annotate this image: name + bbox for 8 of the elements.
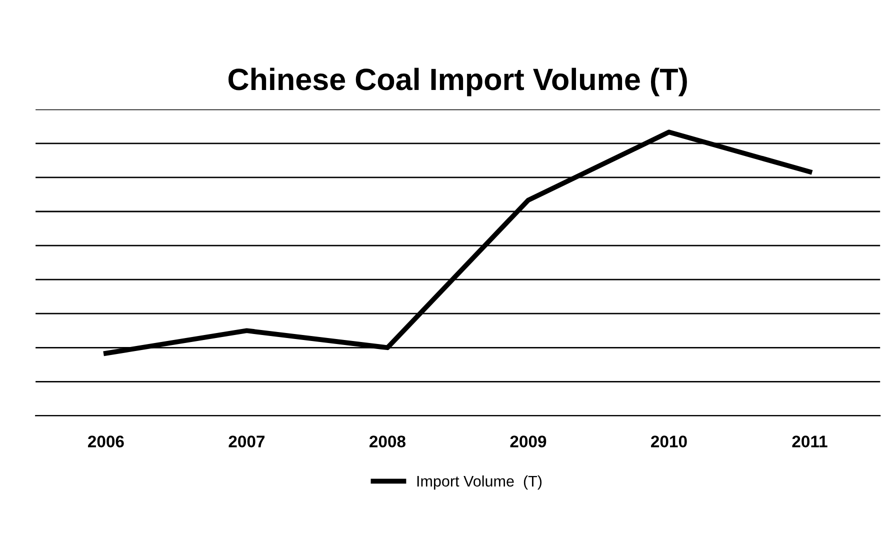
x-tick-label: 2009 bbox=[510, 436, 546, 448]
x-tick-label: 2011 bbox=[792, 436, 828, 448]
x-tick-label: 2008 bbox=[369, 436, 406, 448]
x-tick-label: 2010 bbox=[651, 436, 687, 448]
x-tick-label: 2007 bbox=[228, 436, 265, 448]
legend-label: Import Volume (T) bbox=[417, 475, 542, 490]
x-tick-label: 2006 bbox=[88, 436, 124, 448]
chart-title: Chinese Coal Import Volume (T) bbox=[228, 68, 687, 96]
